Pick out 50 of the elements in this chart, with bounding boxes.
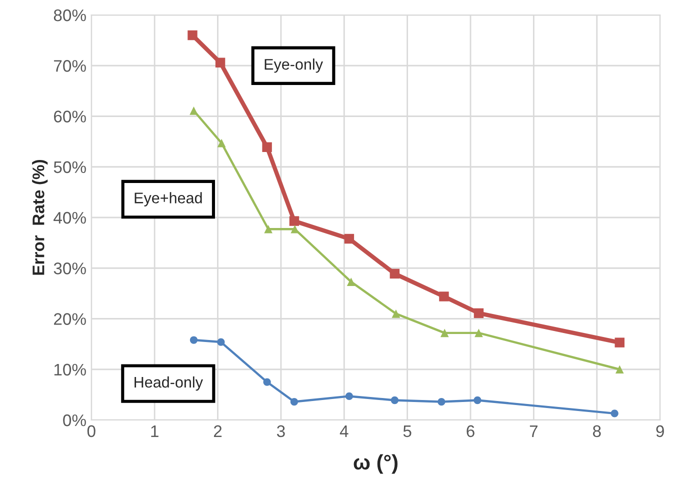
point [474,328,483,338]
point [217,138,226,148]
point [615,365,624,374]
x-tick-label: 0 [87,425,96,438]
point [188,30,198,40]
text: Eye-only [264,58,323,73]
point [390,396,399,404]
y-tick-label: 20% [54,313,86,325]
x-tick-label: 7 [530,425,538,437]
point [264,224,272,234]
y-tick-label: 10% [54,364,86,376]
x-tick-label: 1 [151,425,158,437]
point [346,278,356,286]
x-tick-label: 6 [466,425,474,438]
y-tick-label: 60% [54,110,86,122]
point [289,216,300,226]
point [438,398,446,406]
point [614,338,624,348]
y-tick-label: 30% [54,262,86,274]
x-tick-label: 4 [340,425,348,437]
x-tick-label: 8 [592,425,601,438]
x-tick-label: 9 [656,425,664,438]
point [290,398,298,406]
y-axis-title: Error Rate (%) [32,160,48,275]
x-tick-label: 2 [214,425,222,437]
point [262,142,272,152]
y-tick-label: 40% [54,212,86,224]
point [344,234,354,244]
point [392,310,400,318]
point [474,396,482,404]
point [345,392,354,400]
y-tick-label: 0% [63,414,86,426]
y-tick-label: 80% [54,9,86,22]
point [474,308,484,318]
y-tick-label: 70% [54,60,86,72]
x-tick-label: 5 [403,425,412,438]
text: Eye+head [134,192,202,206]
point [440,328,449,338]
point [263,378,271,386]
point [610,410,618,418]
point [190,336,198,344]
text: Head-only [134,376,203,391]
x-tick-label: 3 [276,425,285,438]
y-tick-label: 50% [54,161,86,174]
x-axis-title: ω (°) [354,454,398,474]
point [190,106,198,115]
point [215,58,226,68]
point [439,292,449,302]
point [390,268,400,279]
point [217,338,225,346]
